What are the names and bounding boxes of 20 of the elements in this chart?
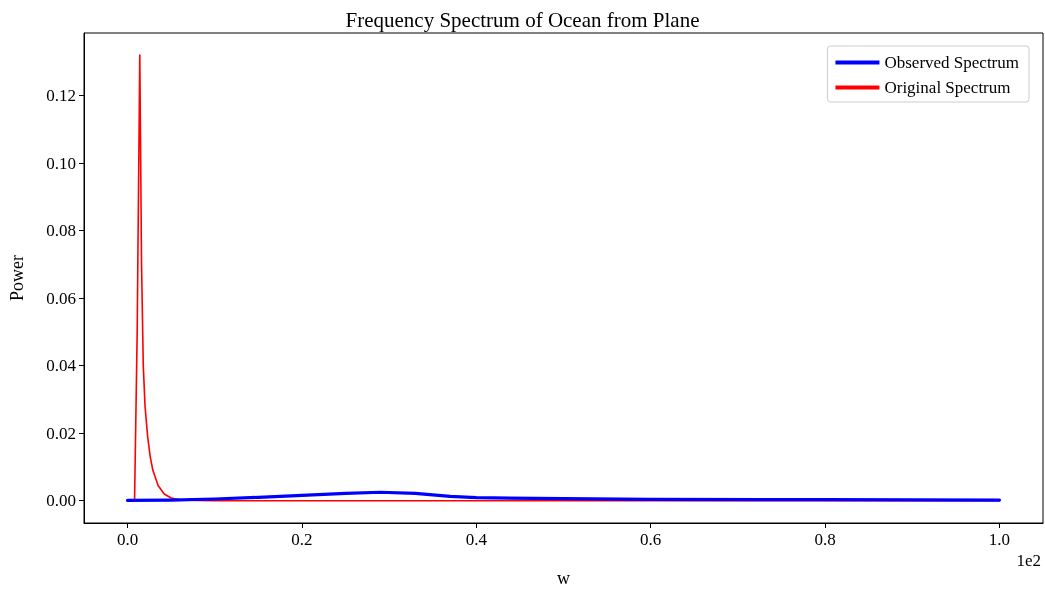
x-tick-label: 0.0: [116, 530, 139, 549]
text: 1e2: [1016, 551, 1041, 570]
y-tick-label: 0.12: [46, 85, 76, 105]
line-series: [125, 490, 1002, 502]
y-tick-label: 0.04: [46, 356, 77, 376]
y-axis-title: Power: [7, 255, 27, 301]
chart-title: Frequency Spectrum of Ocean from Plane: [345, 7, 700, 32]
y-tick-label: 0.08: [46, 221, 76, 241]
x-tick-label: 0.6: [640, 530, 662, 549]
x-axis-title: w: [557, 568, 570, 588]
legend-label: Observed Spectrum: [884, 53, 1020, 72]
y-tick-label: 0.00: [46, 491, 76, 511]
y-tick-label: 0.10: [46, 153, 76, 173]
x-tick-label: 0.8: [814, 530, 836, 549]
y-tick-label: 0.06: [46, 288, 76, 308]
y-tick-label: 0.02: [46, 423, 76, 443]
x-tick-label: 1.0: [988, 530, 1011, 549]
legend-label: Original Spectrum: [884, 78, 1011, 97]
x-tick-label: 0.2: [291, 530, 313, 549]
x-tick-label: 0.4: [465, 530, 488, 549]
